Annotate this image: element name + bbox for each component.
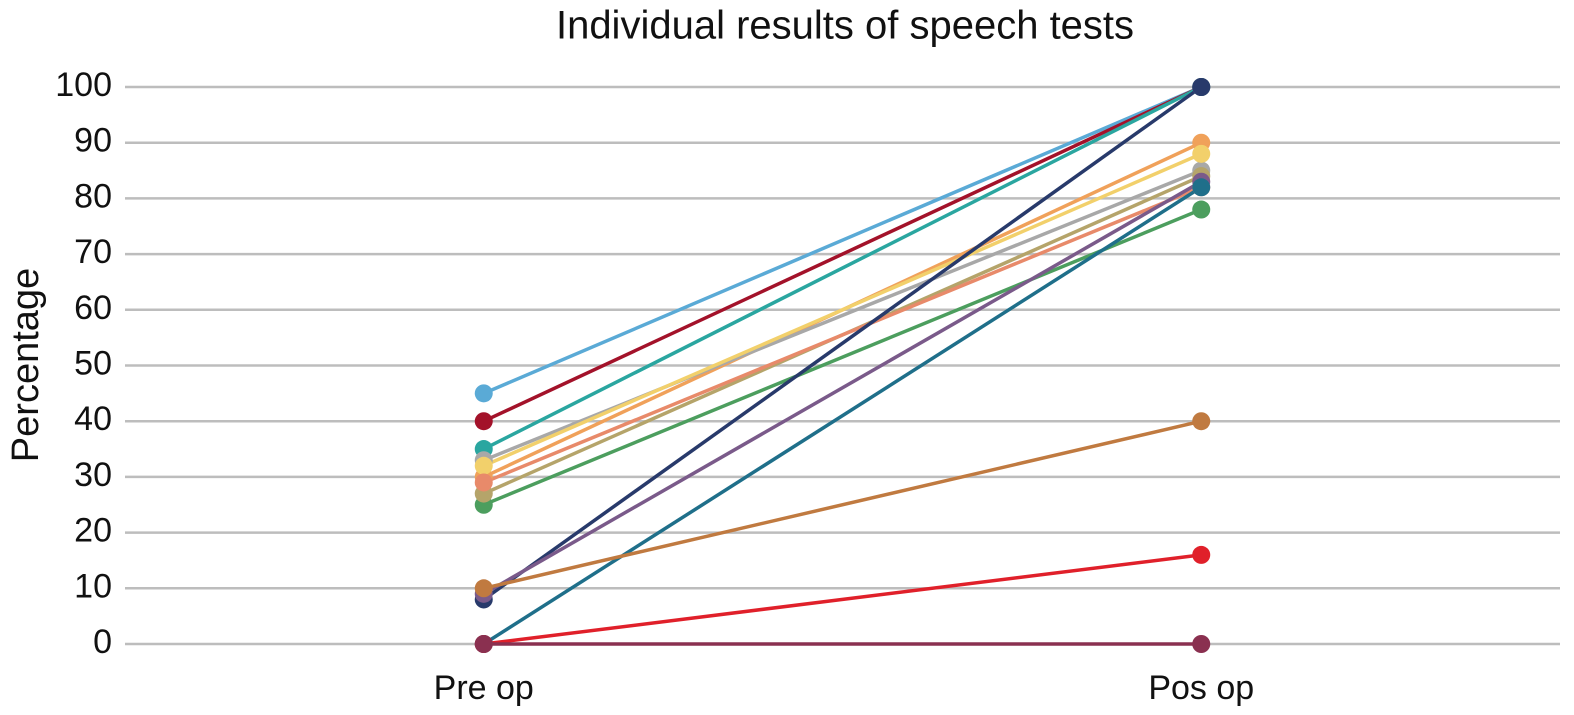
point-marker (1192, 545, 1211, 564)
point-marker (1192, 412, 1211, 431)
y-tick-label: 20 (74, 512, 112, 550)
series-line (483, 152, 1202, 468)
series-line (483, 419, 1202, 591)
y-tick-label: 10 (74, 567, 112, 605)
point-marker (474, 579, 493, 598)
y-tick-label: 90 (74, 122, 112, 160)
y-tick-label: 40 (74, 400, 112, 438)
series-line (482, 180, 1203, 596)
point-marker (1192, 78, 1211, 96)
point-marker (474, 384, 493, 403)
point-marker (1192, 635, 1211, 653)
point-marker (474, 412, 493, 431)
series-line (483, 185, 1202, 485)
point-marker (474, 635, 493, 653)
series-line (482, 185, 1203, 646)
point-marker (1192, 144, 1211, 163)
series-line (483, 85, 1202, 423)
series-line (482, 85, 1203, 451)
point-marker (1192, 200, 1211, 219)
x-tick-label: Pre op (434, 669, 534, 707)
y-tick-label: 70 (74, 233, 112, 271)
y-tick-label: 80 (74, 177, 112, 215)
y-tick-label: 100 (55, 66, 112, 104)
point-marker (474, 473, 493, 492)
y-axis-label: Percentage (5, 268, 47, 462)
y-tick-label: 60 (74, 289, 112, 327)
series-line (483, 85, 1202, 395)
series-line (482, 85, 1203, 601)
y-tick-label: 30 (74, 456, 112, 494)
series-line (483, 207, 1202, 507)
y-tick-label: 50 (74, 344, 112, 382)
point-marker (1192, 178, 1211, 197)
y-tick-label: 0 (93, 623, 112, 661)
x-tick-label: Pos op (1148, 669, 1254, 707)
point-marker (474, 456, 493, 475)
chart-title: Individual results of speech tests (556, 4, 1134, 48)
series-line (483, 553, 1202, 646)
